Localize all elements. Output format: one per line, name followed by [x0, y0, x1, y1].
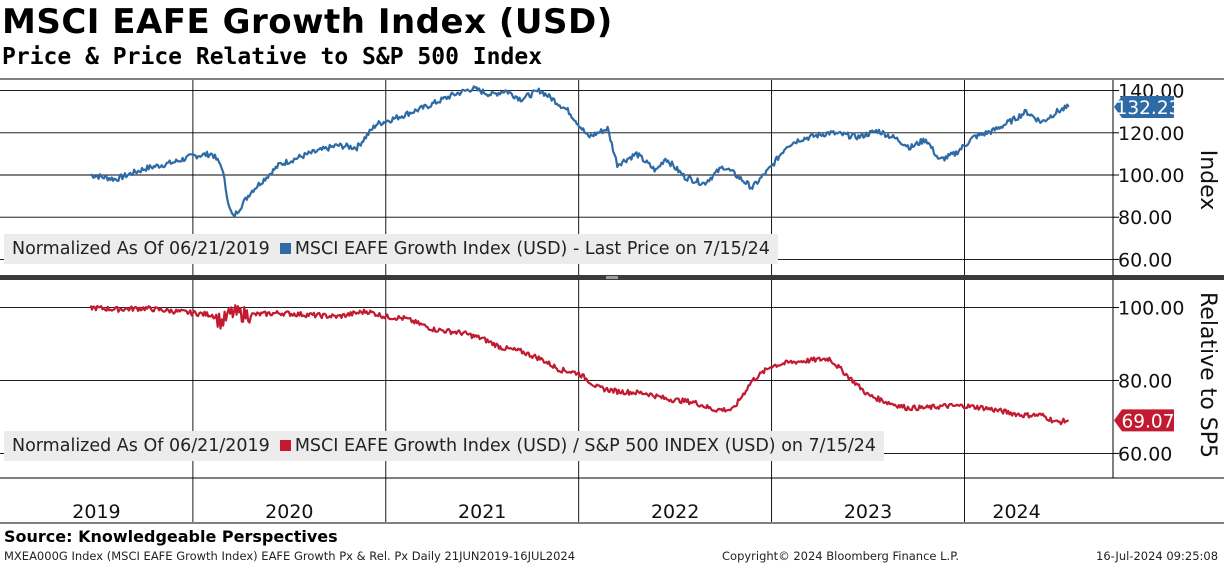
- year-label: 2019: [72, 501, 120, 523]
- year-label: 2022: [651, 501, 699, 523]
- chart-frame: [0, 78, 1224, 524]
- last-value-badges: 132.23 69.07: [1114, 95, 1181, 432]
- top-ytick-label: 120.00: [1118, 123, 1184, 145]
- footer-copyright: Copyright© 2024 Bloomberg Finance L.P.: [722, 549, 959, 563]
- chart-subtitle: Price & Price Relative to S&P 500 Index: [2, 44, 543, 70]
- top-ytick-label: 80.00: [1118, 207, 1172, 229]
- top-legend-swatch: [279, 243, 291, 254]
- bottom-ytick-label: 60.00: [1118, 443, 1172, 465]
- top-legend-series: MSCI EAFE Growth Index (USD) - Last Pric…: [294, 239, 770, 259]
- top-legend-normalized: Normalized As Of 06/21/2019: [12, 239, 270, 259]
- source-note: Source: Knowledgeable Perspectives: [4, 527, 338, 546]
- footer-timestamp: 16-Jul-2024 09:25:08: [1096, 549, 1219, 563]
- year-label: 2021: [458, 501, 506, 523]
- panel-separator-handle: [606, 276, 618, 279]
- top-last-value-badge: [1114, 95, 1174, 118]
- bottom-last-value-label: 69.07: [1122, 411, 1175, 432]
- top-axis-label: Index: [1195, 150, 1220, 211]
- footer-description: MXEA000G Index (MSCI EAFE Growth Index) …: [4, 549, 576, 563]
- bottom-legend-series: MSCI EAFE Growth Index (USD) / S&P 500 I…: [294, 436, 877, 456]
- bottom-legend-normalized: Normalized As Of 06/21/2019: [12, 436, 270, 456]
- year-label: 2020: [265, 501, 313, 523]
- top-series-line: [90, 85, 1070, 218]
- top-ytick-label: 60.00: [1118, 249, 1172, 271]
- year-label: 2023: [844, 501, 892, 523]
- top-legend: Normalized As Of 06/21/2019 MSCI EAFE Gro…: [4, 234, 778, 264]
- bottom-ytick-label: 80.00: [1118, 370, 1172, 392]
- bottom-legend: Normalized As Of 06/21/2019 MSCI EAFE Gro…: [4, 431, 885, 461]
- series-lines: [89, 85, 1070, 426]
- year-label: 2024: [992, 501, 1040, 523]
- bottom-last-value-badge: [1114, 409, 1174, 432]
- bottom-series-line: [89, 304, 1070, 426]
- year-dividers: 2019 2020 2021 2022 2023 2024: [72, 80, 1041, 523]
- bottom-ytick-label: 100.00: [1118, 298, 1184, 320]
- bottom-legend-swatch: [279, 440, 291, 451]
- bottom-axis-label: Relative to SP5: [1195, 292, 1220, 458]
- chart-title: MSCI EAFE Growth Index (USD): [2, 2, 613, 42]
- top-ytick-label: 100.00: [1118, 165, 1184, 187]
- axis-ticks: 60.0080.00100.00120.00140.00Index60.0080…: [1113, 81, 1220, 465]
- top-last-value-label: 132.23: [1116, 98, 1181, 119]
